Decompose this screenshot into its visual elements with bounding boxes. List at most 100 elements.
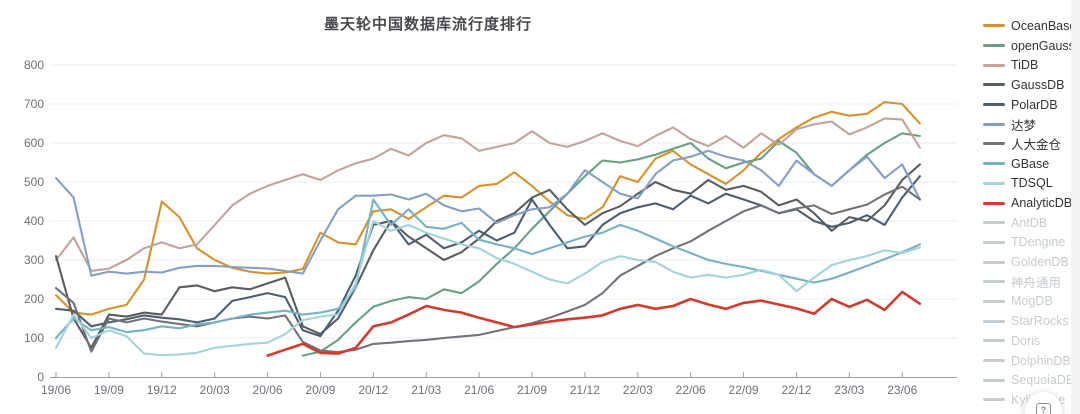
- legend-item-PolarDB[interactable]: PolarDB: [983, 95, 1080, 115]
- legend-swatch: [983, 24, 1005, 28]
- legend-swatch: [983, 142, 1005, 146]
- series-line-达梦: [54, 149, 921, 277]
- y-axis-label-100: 100: [24, 331, 44, 345]
- help-symbol: ?: [1040, 405, 1047, 414]
- x-axis-label-20/03: 20/03: [200, 383, 230, 397]
- legend-item-TiDB[interactable]: TiDB: [983, 55, 1080, 75]
- legend-item-DolphinDB[interactable]: DolphinDB: [983, 351, 1080, 371]
- legend-label: AntDB: [1011, 215, 1048, 230]
- series-line-GBase: [54, 198, 921, 340]
- chart-title: 墨天轮中国数据库流行度排行: [323, 16, 532, 33]
- legend-swatch: [983, 299, 1005, 303]
- legend-swatch: [983, 63, 1005, 67]
- legend-swatch: [983, 44, 1005, 48]
- series-line-TDSQL: [54, 219, 921, 357]
- legend-label: 达梦: [1011, 118, 1037, 133]
- series-line-人大金仓: [54, 185, 921, 354]
- legend-item-GoldenDB[interactable]: GoldenDB: [983, 252, 1080, 272]
- legend-label: OceanBase: [1011, 18, 1077, 33]
- legend-label: TDengine: [1011, 235, 1066, 250]
- legend-swatch: [983, 339, 1005, 343]
- legend-label: StarRocks: [1011, 314, 1069, 329]
- legend-item-AnalyticDB[interactable]: AnalyticDB: [983, 193, 1080, 213]
- y-axis-label-600: 600: [24, 136, 44, 150]
- legend-swatch: [983, 240, 1005, 244]
- legend-label: openGauss: [1011, 38, 1075, 53]
- legend-swatch: [983, 260, 1005, 264]
- legend-item-StarRocks[interactable]: StarRocks: [983, 311, 1080, 331]
- legend-item-TDSQL[interactable]: TDSQL: [983, 174, 1080, 194]
- series-line-AnalyticDB: [266, 290, 922, 357]
- page-scrollbar-track[interactable]: [1071, 0, 1080, 414]
- legend-label: TDSQL: [1011, 176, 1053, 191]
- legend-swatch: [983, 103, 1005, 107]
- x-axis-label-20/09: 20/09: [305, 383, 335, 397]
- x-axis-label-22/03: 22/03: [623, 383, 653, 397]
- legend-item-AntDB[interactable]: AntDB: [983, 213, 1080, 233]
- legend-swatch: [983, 181, 1005, 185]
- legend-swatch: [983, 319, 1005, 323]
- x-axis-label-23/03: 23/03: [834, 383, 864, 397]
- chart-legend: OceanBase openGauss TiDB GaussDB PolarDB 达梦人大…: [983, 16, 1080, 410]
- legend-item-GaussDB[interactable]: GaussDB: [983, 75, 1080, 95]
- legend-label: GBase: [1011, 156, 1050, 171]
- x-axis-label-19/12: 19/12: [147, 383, 177, 397]
- legend-label: PolarDB: [1011, 97, 1058, 112]
- x-axis-label-21/12: 21/12: [570, 383, 600, 397]
- series-line-PolarDB: [54, 175, 921, 338]
- question-mark-icon: ?: [1036, 403, 1051, 414]
- series-line-TiDB: [54, 117, 921, 272]
- legend-item-Doris[interactable]: Doris: [983, 331, 1080, 351]
- x-axis-label-20/12: 20/12: [358, 383, 388, 397]
- legend-swatch: [983, 398, 1005, 402]
- legend-item-GBase[interactable]: GBase: [983, 154, 1080, 174]
- legend-item-神舟通用[interactable]: 神舟通用: [983, 272, 1080, 292]
- help-button[interactable]: ?: [1025, 392, 1062, 414]
- series-line-OceanBase: [54, 101, 921, 316]
- legend-item-MogDB[interactable]: MogDB: [983, 292, 1080, 312]
- legend-item-人大金仓[interactable]: 人大金仓: [983, 134, 1080, 154]
- legend-label: DolphinDB: [1011, 353, 1071, 368]
- legend-swatch: [983, 83, 1005, 87]
- legend-label: 人大金仓: [1011, 138, 1062, 153]
- y-axis-label-200: 200: [24, 292, 44, 306]
- y-axis-label-700: 700: [24, 97, 44, 111]
- y-axis-label-500: 500: [24, 175, 44, 189]
- x-axis-label-21/09: 21/09: [517, 383, 547, 397]
- y-axis-label-0: 0: [37, 370, 44, 384]
- x-axis-label-22/06: 22/06: [676, 383, 706, 397]
- legend-label: GaussDB: [1011, 77, 1065, 92]
- legend-item-TDengine[interactable]: TDengine: [983, 233, 1080, 253]
- series-line-openGauss: [301, 132, 921, 357]
- legend-label: SequoiaDB: [1011, 373, 1075, 388]
- legend-label: TiDB: [1011, 58, 1039, 73]
- x-axis-label-20/06: 20/06: [253, 383, 283, 397]
- x-axis-label-23/06: 23/06: [887, 383, 917, 397]
- x-axis-label-22/12: 22/12: [781, 383, 811, 397]
- legend-swatch: [983, 280, 1005, 284]
- x-axis-label-19/09: 19/09: [94, 383, 124, 397]
- y-axis-label-400: 400: [24, 214, 44, 228]
- legend-swatch: [983, 122, 1005, 126]
- legend-swatch: [983, 221, 1005, 225]
- x-axis-label-21/06: 21/06: [464, 383, 494, 397]
- legend-item-达梦[interactable]: 达梦: [983, 114, 1080, 134]
- legend-swatch: [983, 378, 1005, 382]
- series-line-GaussDB: [54, 163, 921, 349]
- x-axis-label-22/09: 22/09: [729, 383, 759, 397]
- legend-label: Doris: [1011, 333, 1041, 348]
- legend-item-openGauss[interactable]: openGauss: [983, 36, 1080, 56]
- legend-label: AnalyticDB: [1011, 196, 1073, 211]
- x-axis-label-21/03: 21/03: [411, 383, 441, 397]
- legend-swatch: [983, 359, 1005, 363]
- legend-item-SequoiaDB[interactable]: SequoiaDB: [983, 370, 1080, 390]
- legend-swatch: [983, 201, 1005, 205]
- y-axis-label-300: 300: [24, 253, 44, 267]
- legend-label: GoldenDB: [1011, 255, 1069, 270]
- y-axis-label-800: 800: [24, 58, 44, 72]
- legend-swatch: [983, 162, 1005, 166]
- x-axis-label-19/06: 19/06: [41, 383, 71, 397]
- legend-item-OceanBase[interactable]: OceanBase: [983, 16, 1080, 36]
